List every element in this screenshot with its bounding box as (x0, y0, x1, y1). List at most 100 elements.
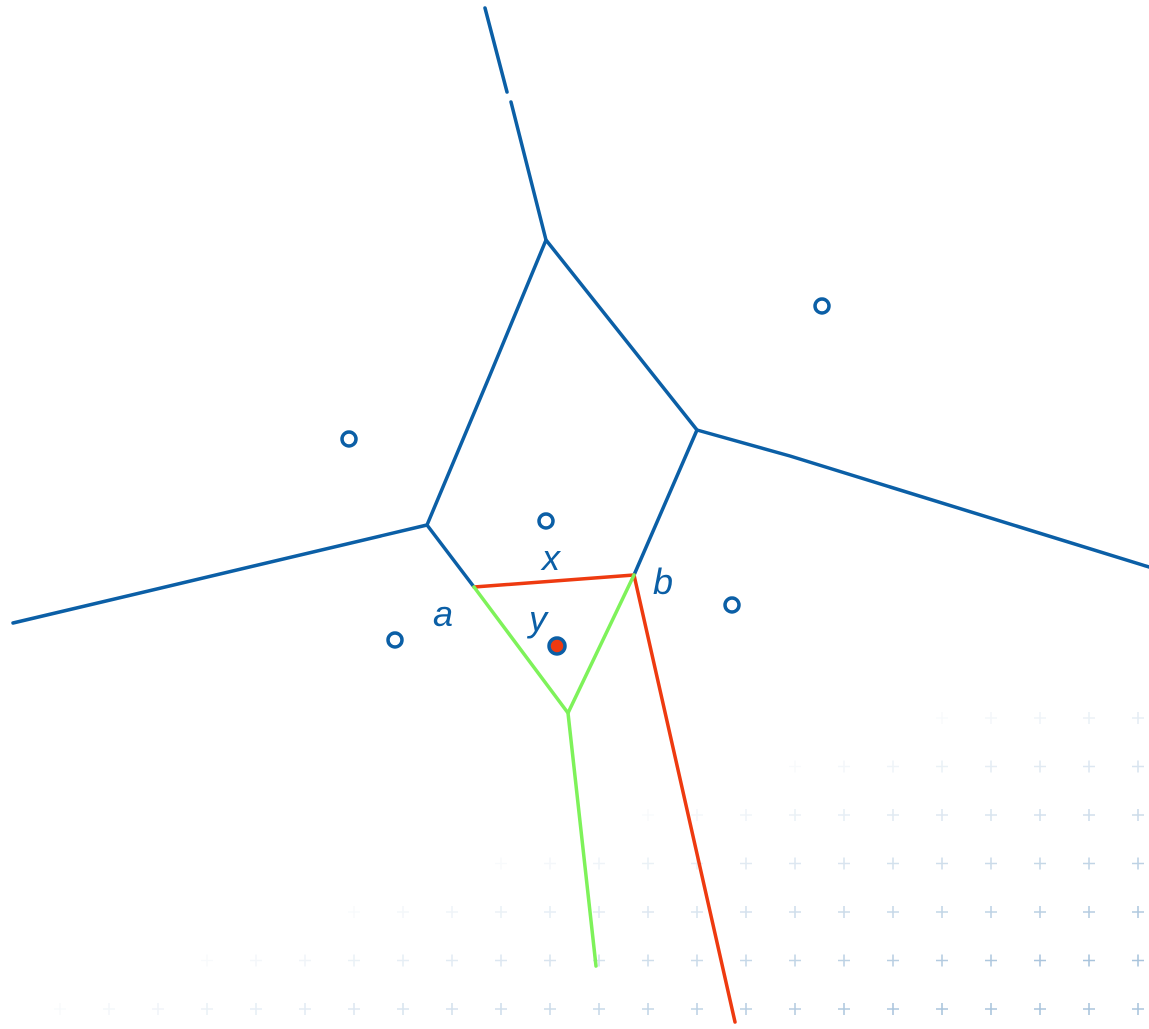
plus-grid-background (54, 712, 1144, 1015)
grid-plus-mark (1132, 809, 1144, 821)
grid-plus-mark (1034, 809, 1046, 821)
edge-a-b (472, 573, 636, 589)
grid-plus-mark (1132, 954, 1144, 967)
grid-plus-mark (397, 1003, 409, 1015)
grid-plus-mark (838, 760, 850, 773)
green-edge-b (566, 573, 636, 715)
grid-plus-mark (299, 954, 311, 967)
green-edge-a (472, 585, 570, 715)
grid-plus-mark (985, 1003, 997, 1015)
grid-plus-mark (691, 906, 703, 918)
voronoi-edge-upper-left (425, 238, 548, 527)
grid-plus-mark (838, 1003, 850, 1015)
voronoi-edge-left (11, 523, 429, 625)
grid-plus-mark (544, 857, 556, 870)
grid-plus-mark (887, 1003, 899, 1015)
grid-plus-mark (789, 954, 801, 967)
grid-plus-mark (1083, 857, 1095, 870)
grid-plus-mark (348, 906, 360, 918)
label-a: a (433, 593, 453, 634)
grid-plus-mark (495, 857, 507, 870)
grid-plus-mark (789, 906, 801, 918)
grid-plus-mark (1034, 857, 1046, 870)
grid-plus-mark (740, 809, 752, 821)
grid-plus-mark (1083, 809, 1095, 821)
grid-plus-mark (54, 1003, 66, 1015)
grid-plus-mark (152, 1003, 164, 1015)
grid-plus-mark (250, 1003, 262, 1015)
grid-plus-mark (838, 809, 850, 821)
voronoi-edge-to-a (425, 523, 476, 589)
grid-plus-mark (887, 809, 899, 821)
grid-plus-mark (348, 954, 360, 967)
grid-plus-mark (642, 1003, 654, 1015)
grid-plus-mark (397, 954, 409, 967)
grid-plus-mark (740, 1003, 752, 1015)
site-point (537, 512, 555, 530)
voronoi-edge-upper-right (544, 238, 699, 432)
label-x: x (540, 537, 562, 578)
voronoi-edge-to-b (632, 428, 699, 577)
grid-plus-mark (1083, 954, 1095, 967)
grid-plus-mark (103, 1003, 115, 1015)
grid-plus-mark (691, 1003, 703, 1015)
site-point (813, 297, 831, 315)
grid-plus-mark (250, 954, 262, 967)
label-y: y (526, 598, 549, 639)
voronoi-edge-top (509, 100, 548, 242)
grid-plus-mark (936, 712, 948, 724)
grid-plus-mark (838, 906, 850, 918)
grid-plus-mark (593, 1003, 605, 1015)
voronoi-edge-top (483, 6, 509, 94)
grid-plus-mark (887, 857, 899, 870)
grid-plus-mark (1034, 712, 1046, 724)
grid-plus-mark (446, 954, 458, 967)
grid-plus-mark (936, 906, 948, 918)
grid-plus-mark (642, 954, 654, 967)
grid-plus-mark (887, 906, 899, 918)
grid-plus-mark (544, 954, 556, 967)
grid-plus-mark (985, 954, 997, 967)
red-edges (472, 573, 737, 1024)
grid-plus-mark (544, 906, 556, 918)
grid-plus-mark (887, 760, 899, 773)
grid-plus-mark (1034, 954, 1046, 967)
grid-plus-mark (201, 954, 213, 967)
green-edge-down (566, 711, 598, 968)
grid-plus-mark (642, 809, 654, 821)
voronoi-edges (11, 6, 1149, 625)
site-point (723, 596, 741, 614)
grid-plus-mark (1132, 760, 1144, 773)
grid-plus-mark (789, 760, 801, 773)
grid-plus-mark (1132, 857, 1144, 870)
site-point (386, 631, 404, 649)
grid-plus-mark (593, 906, 605, 918)
site-point (340, 430, 358, 448)
grid-plus-mark (201, 1003, 213, 1015)
grid-plus-mark (1083, 1003, 1095, 1015)
grid-plus-mark (495, 954, 507, 967)
grid-plus-mark (446, 906, 458, 918)
grid-plus-mark (593, 857, 605, 870)
grid-plus-mark (1034, 760, 1046, 773)
grid-plus-mark (397, 906, 409, 918)
grid-plus-mark (985, 809, 997, 821)
grid-plus-mark (936, 1003, 948, 1015)
labels: x b a y (433, 537, 673, 639)
grid-plus-mark (838, 857, 850, 870)
grid-plus-mark (495, 1003, 507, 1015)
grid-plus-mark (887, 954, 899, 967)
grid-plus-mark (936, 954, 948, 967)
grid-plus-mark (985, 760, 997, 773)
grid-plus-mark (495, 906, 507, 918)
grid-plus-mark (985, 906, 997, 918)
grid-plus-mark (740, 954, 752, 967)
sites (340, 297, 831, 656)
grid-plus-mark (1132, 1003, 1144, 1015)
edge-b-down (632, 573, 737, 1024)
grid-plus-mark (1034, 906, 1046, 918)
grid-plus-mark (789, 857, 801, 870)
grid-plus-mark (789, 809, 801, 821)
grid-plus-mark (544, 1003, 556, 1015)
grid-plus-mark (936, 809, 948, 821)
